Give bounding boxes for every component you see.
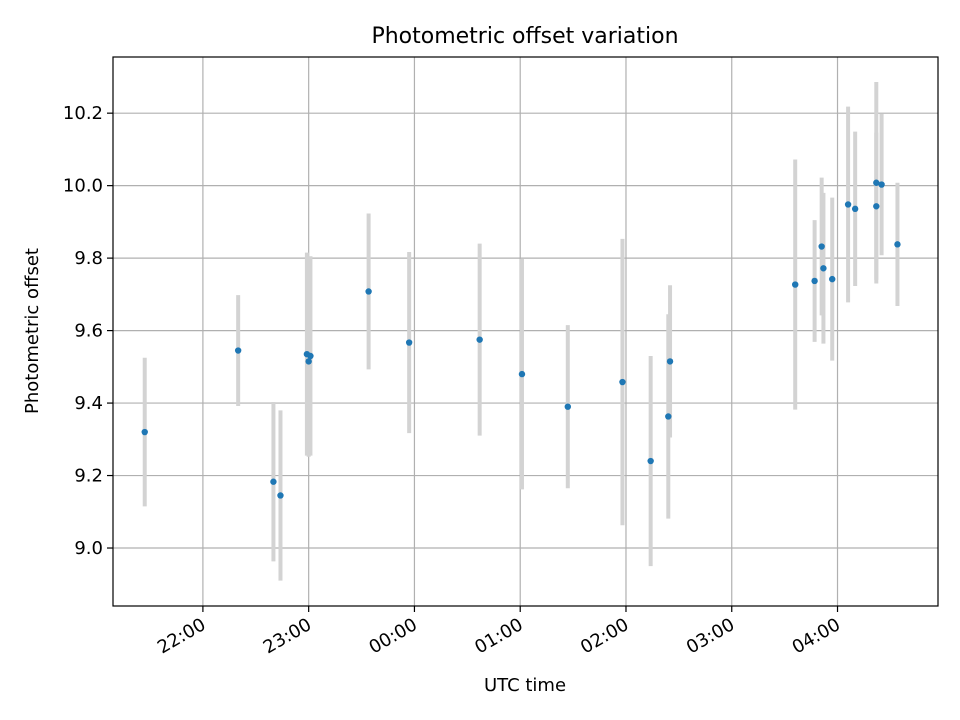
data-point <box>307 352 314 360</box>
data-point <box>619 378 626 386</box>
data-point <box>873 179 880 186</box>
data-point <box>844 201 852 208</box>
y-axis-ticks: 9.0 9.2 9.4 9.6 9.8 10.0 10.2 <box>63 103 113 559</box>
data-point <box>665 413 672 420</box>
data-point <box>277 492 284 499</box>
data-point <box>141 428 148 436</box>
data-point <box>365 288 372 295</box>
plot-area <box>113 57 938 606</box>
y-tick-label: 9.6 <box>74 321 103 342</box>
data-point <box>851 205 859 213</box>
data-point <box>820 265 827 272</box>
data-point <box>873 203 880 210</box>
data-point <box>518 370 526 378</box>
data-point <box>234 347 242 354</box>
y-tick-label: 9.0 <box>74 538 103 559</box>
data-point <box>305 358 312 365</box>
data-point <box>666 358 674 365</box>
chart-title: Photometric offset variation <box>371 24 678 49</box>
data-point <box>476 336 483 343</box>
y-tick-label: 10.0 <box>63 176 103 197</box>
data-point <box>811 277 818 285</box>
data-point <box>829 275 836 283</box>
data-point <box>270 478 277 485</box>
data-points <box>141 179 901 499</box>
y-tick-label: 9.2 <box>74 466 103 487</box>
y-axis-label: Photometric offset <box>22 248 43 414</box>
plot-frame <box>112 56 939 607</box>
data-point <box>564 403 572 410</box>
x-axis-label: UTC time <box>484 675 566 696</box>
data-point <box>818 243 825 250</box>
grid <box>113 57 938 606</box>
data-point <box>792 281 799 288</box>
data-point <box>878 181 885 188</box>
y-tick-label: 9.8 <box>74 248 103 269</box>
y-tick-label: 9.4 <box>74 393 103 414</box>
data-point <box>405 339 413 346</box>
data-point <box>894 241 901 248</box>
y-tick-label: 10.2 <box>63 103 103 124</box>
data-point <box>647 457 654 465</box>
